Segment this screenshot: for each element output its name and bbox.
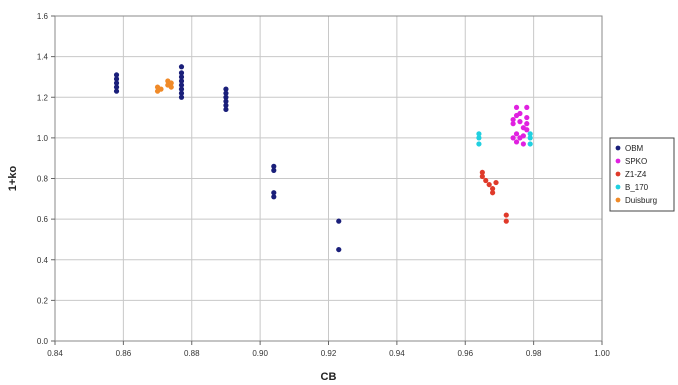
- data-point: [524, 127, 530, 133]
- data-point: [513, 139, 520, 145]
- legend-label: Z1-Z4: [625, 170, 647, 179]
- legend-box: [609, 137, 675, 212]
- data-point: [178, 70, 185, 76]
- y-tick-label: 1.4: [37, 53, 49, 62]
- data-point: [178, 82, 185, 88]
- data-point: [513, 104, 520, 111]
- data-point: [520, 133, 526, 139]
- data-point: [271, 194, 277, 200]
- data-point: [517, 110, 523, 117]
- data-point: [336, 246, 342, 253]
- data-point: [113, 88, 120, 94]
- x-tick-label: 1.00: [594, 349, 610, 358]
- x-tick-label: 0.88: [184, 349, 200, 358]
- data-point: [178, 64, 185, 70]
- legend-marker: [615, 197, 621, 203]
- legend-label: Duisburg: [625, 196, 657, 205]
- legend-marker: [615, 184, 621, 190]
- y-axis-label: 1+ko: [7, 166, 19, 192]
- data-point: [510, 121, 516, 127]
- data-point: [476, 135, 482, 141]
- data-point: [271, 190, 277, 196]
- data-point: [158, 86, 164, 92]
- data-points: [113, 64, 533, 253]
- data-point: [271, 167, 277, 173]
- data-point: [503, 212, 509, 218]
- x-tick-label: 0.96: [457, 349, 473, 358]
- y-tick-label: 0.2: [37, 296, 49, 305]
- data-point: [476, 141, 482, 147]
- data-point: [223, 94, 229, 100]
- data-point: [223, 90, 229, 96]
- x-tick-label: 0.92: [321, 349, 337, 358]
- legend: OBM SPKO Z1-Z4 B_170 Duisburg: [609, 137, 675, 212]
- y-tick-label: 0.6: [37, 215, 49, 224]
- data-point: [490, 186, 496, 192]
- data-point: [527, 141, 533, 147]
- y-tick-label: 0.0: [37, 337, 49, 346]
- y-tick-label: 1.0: [37, 134, 49, 143]
- data-point: [476, 131, 482, 137]
- data-point: [510, 135, 516, 141]
- data-point: [524, 104, 530, 111]
- legend-marker: [615, 171, 621, 177]
- legend-marker: [615, 158, 621, 164]
- data-point: [493, 179, 499, 186]
- data-point: [168, 84, 174, 90]
- grid: [54, 15, 603, 342]
- data-point: [479, 169, 485, 176]
- legend-label: SPKO: [625, 157, 647, 166]
- data-point: [223, 106, 229, 113]
- x-tick-label: 0.86: [116, 349, 132, 358]
- data-point: [113, 80, 120, 86]
- data-point: [168, 80, 174, 86]
- y-tick-label: 1.6: [37, 12, 49, 21]
- legend-label: B_170: [625, 183, 649, 192]
- x-tick-label: 0.84: [47, 349, 63, 358]
- y-tick-label: 1.2: [37, 93, 49, 102]
- data-point: [178, 90, 185, 96]
- data-point: [503, 218, 509, 224]
- x-axis-label: CB: [321, 371, 337, 383]
- data-point: [510, 116, 516, 123]
- data-point: [271, 163, 277, 169]
- data-point: [513, 131, 520, 137]
- data-point: [336, 218, 342, 224]
- data-point: [527, 131, 533, 137]
- data-point: [483, 177, 489, 184]
- data-point: [517, 119, 523, 125]
- x-tick-label: 0.98: [526, 349, 542, 358]
- data-point: [178, 94, 185, 100]
- data-point: [524, 121, 530, 127]
- data-point: [178, 74, 185, 80]
- data-point: [178, 86, 185, 92]
- y-axis-ticks: 0.0 0.2 0.4 0.6 0.8 1.0 1.2 1.4 1.6: [37, 12, 55, 346]
- x-tick-label: 0.90: [252, 349, 268, 358]
- y-tick-label: 0.8: [37, 175, 49, 184]
- data-point: [520, 141, 526, 147]
- data-point: [479, 173, 485, 180]
- data-point: [113, 84, 120, 90]
- data-point: [113, 72, 120, 78]
- x-axis-ticks: 0.84 0.86 0.88 0.90 0.92 0.94 0.96 0.98 1.00: [47, 341, 610, 358]
- legend-marker: [615, 145, 621, 151]
- legend-label: OBM: [625, 144, 644, 153]
- data-point: [524, 114, 530, 121]
- data-point: [223, 102, 229, 108]
- data-point: [490, 190, 496, 196]
- data-point: [178, 78, 185, 84]
- data-point: [113, 76, 120, 82]
- data-point: [527, 135, 533, 141]
- y-tick-label: 0.4: [37, 256, 49, 265]
- data-point: [223, 98, 229, 104]
- data-point: [486, 181, 492, 188]
- x-tick-label: 0.94: [389, 349, 405, 358]
- data-point: [223, 86, 229, 92]
